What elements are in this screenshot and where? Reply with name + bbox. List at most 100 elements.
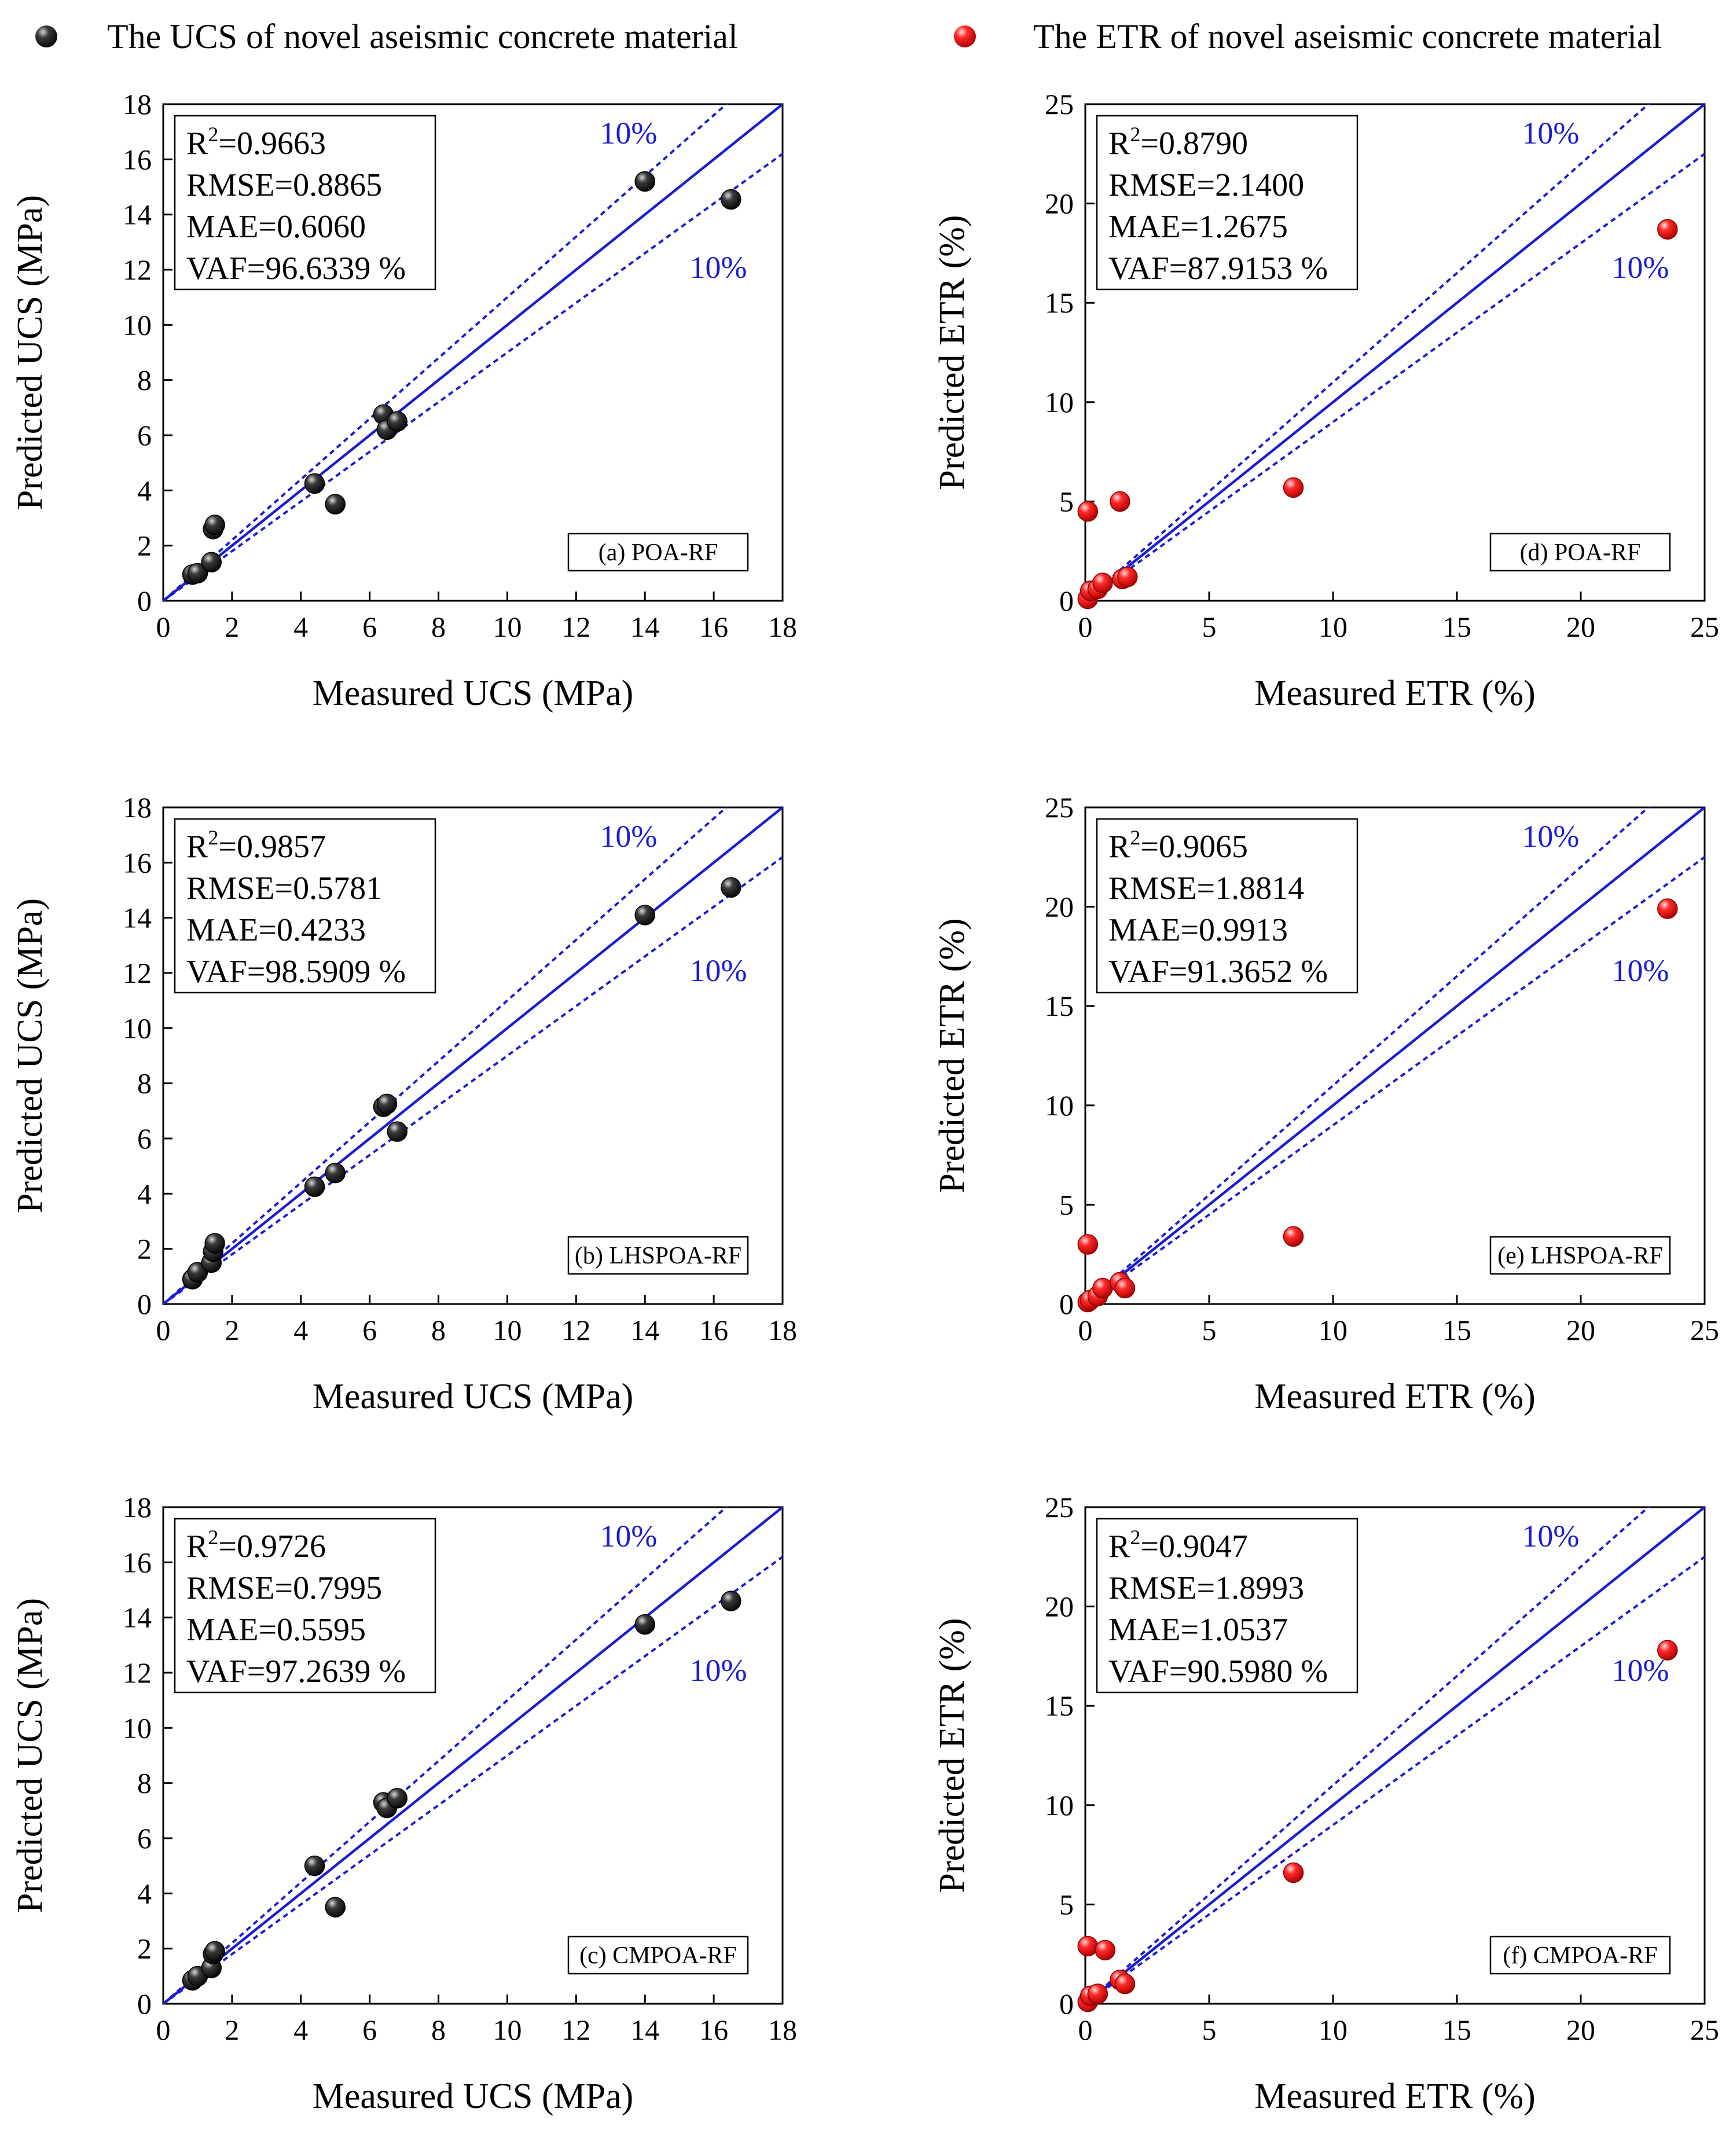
legend: The UCS of novel aseismic concrete mater… [35, 17, 1662, 56]
x-tick-label: 8 [431, 1314, 446, 1346]
x-axis-title: Measured ETR (%) [1254, 1377, 1536, 1416]
legend-marker-ucs [35, 25, 57, 47]
x-tick-label: 4 [293, 2014, 308, 2046]
x-axis-title: Measured ETR (%) [1254, 2077, 1536, 2116]
stats-line: R2=0.9663 [186, 123, 326, 161]
stats-box [1096, 818, 1359, 994]
chart-panel-a: 0 2 4 6 8 10 12 14 16 18 0 2 4 6 8 10 12 14 16 18 Measured U… [10, 88, 797, 713]
x-tick-label: 5 [1202, 1314, 1217, 1346]
model-tag-box [567, 532, 749, 572]
y-tick-label: 15 [1045, 287, 1074, 319]
y-tick-label: 0 [1059, 585, 1074, 617]
x-tick-label: 0 [1078, 2014, 1093, 2046]
identity-line [163, 807, 783, 1304]
y-tick-label: 20 [1045, 1591, 1074, 1623]
y-tick-label: 10 [1045, 1789, 1074, 1821]
x-tick-label: 18 [768, 611, 797, 643]
data-point [1657, 898, 1678, 919]
x-tick-label: 2 [225, 611, 239, 643]
x-tick-label: 6 [362, 611, 377, 643]
y-tick-label: 8 [137, 364, 152, 396]
y-tick-label: 8 [137, 1767, 152, 1799]
y-tick-label: 25 [1045, 88, 1074, 120]
upper-10pct-line [1085, 807, 1650, 1304]
y-tick-label: 14 [123, 199, 152, 231]
legend-marker-etr [954, 25, 976, 47]
x-tick-label: 12 [561, 2014, 590, 2046]
y-axis-title: Predicted UCS (MPa) [10, 1598, 50, 1913]
x-tick-label: 14 [630, 2014, 659, 2046]
y-tick-label: 15 [1045, 1689, 1074, 1722]
lower-10pct-line [1085, 856, 1705, 1304]
stats-line: MAE=1.2675 [1108, 209, 1288, 245]
x-axis-title: Measured UCS (MPa) [313, 1377, 634, 1416]
data-point [1077, 501, 1099, 522]
y-tick-label: 10 [123, 1012, 152, 1044]
x-tick-label: 18 [768, 2014, 797, 2046]
data-point [325, 1162, 346, 1184]
upper-10pct-line [1085, 104, 1650, 601]
model-tag-box [567, 1935, 749, 1975]
data-point [1657, 219, 1678, 240]
data-point [721, 877, 741, 898]
data-point [304, 1176, 325, 1198]
stats-line: RMSE=2.1400 [1108, 167, 1304, 203]
x-tick-label: 0 [1078, 611, 1093, 643]
identity-line [163, 104, 783, 601]
stats-line: R2=0.9047 [1108, 1526, 1248, 1564]
x-tick-label: 10 [493, 1314, 522, 1346]
y-tick-label: 10 [1045, 1089, 1074, 1122]
upper-band-label: 10% [600, 116, 657, 150]
identity-line [1085, 1507, 1705, 2004]
y-tick-label: 8 [137, 1067, 152, 1100]
x-tick-label: 10 [493, 2014, 522, 2046]
legend-label-ucs: The UCS of novel aseismic concrete mater… [107, 17, 738, 56]
stats-line: VAF=96.6339 % [186, 251, 406, 287]
x-axis-title: Measured UCS (MPa) [313, 2077, 634, 2116]
x-tick-label: 10 [1319, 1314, 1348, 1346]
y-tick-label: 16 [123, 1546, 152, 1578]
y-tick-label: 12 [123, 1657, 152, 1689]
stats-line: VAF=97.2639 % [186, 1654, 406, 1689]
data-point [634, 905, 655, 925]
y-axis-title: Predicted UCS (MPa) [10, 898, 50, 1213]
x-tick-label: 25 [1690, 2014, 1719, 2046]
x-tick-label: 18 [768, 1314, 797, 1346]
stats-box [174, 115, 436, 291]
y-tick-label: 15 [1045, 990, 1074, 1022]
lower-10pct-line [1085, 1556, 1705, 2004]
data-point [304, 473, 325, 494]
data-point [204, 1941, 225, 1962]
data-point [1092, 572, 1113, 593]
data-point [387, 1788, 407, 1809]
upper-10pct-line [163, 1507, 728, 2004]
plot-frame [162, 1506, 784, 2005]
identity-line [1085, 807, 1705, 1304]
identity-line [163, 1507, 783, 2004]
data-point [376, 1093, 398, 1115]
upper-band-label: 10% [600, 819, 657, 854]
y-tick-label: 0 [1059, 1288, 1074, 1320]
data-point [304, 1855, 325, 1876]
x-tick-label: 12 [561, 1314, 590, 1346]
x-tick-label: 20 [1566, 2014, 1595, 2046]
data-point [201, 552, 222, 573]
stats-line: MAE=0.6060 [186, 209, 366, 245]
data-point [325, 494, 346, 515]
data-point [387, 411, 407, 432]
x-tick-label: 10 [493, 611, 522, 643]
x-tick-label: 15 [1442, 611, 1471, 643]
stats-line: R2=0.9857 [186, 826, 326, 865]
x-tick-label: 5 [1202, 611, 1217, 643]
lower-10pct-line [163, 856, 783, 1304]
model-tag-label: (a) POA-RF [599, 539, 718, 566]
data-point [187, 563, 208, 584]
lower-band-label: 10% [1612, 1653, 1669, 1688]
lower-band-label: 10% [690, 250, 747, 285]
model-tag-label: (f) CMPOA-RF [1503, 1942, 1657, 1969]
upper-band-label: 10% [1522, 1519, 1579, 1553]
y-tick-label: 6 [137, 1822, 152, 1854]
x-tick-label: 0 [156, 611, 171, 643]
y-tick-label: 18 [123, 791, 152, 824]
